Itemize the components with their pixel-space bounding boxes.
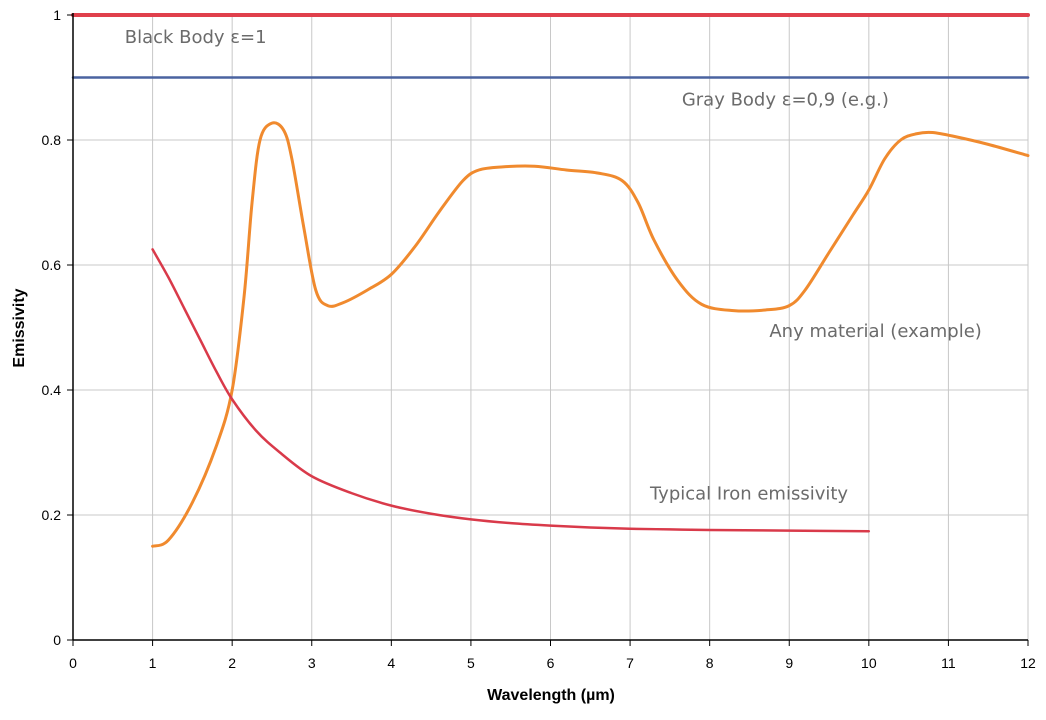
- x-tick-label: 9: [785, 655, 793, 671]
- y-tick-label: 1: [53, 7, 61, 23]
- x-tick-label: 8: [706, 655, 714, 671]
- x-tick-label: 1: [149, 655, 157, 671]
- x-tick-label: 3: [308, 655, 316, 671]
- x-tick-label: 12: [1020, 655, 1036, 671]
- x-tick-label: 11: [941, 655, 956, 671]
- y-tick-label: 0.6: [42, 257, 62, 273]
- axes: [67, 13, 1029, 646]
- black-body-label: Black Body ε=1: [125, 27, 267, 48]
- x-tick-label: 2: [228, 655, 236, 671]
- x-tick-label: 0: [69, 655, 77, 671]
- iron-emissivity-label: Typical Iron emissivity: [649, 483, 848, 504]
- x-tick-label: 7: [626, 655, 634, 671]
- x-tick-label: 5: [467, 655, 475, 671]
- y-axis-title: Emissivity: [11, 288, 28, 367]
- gray-body-label: Gray Body ε=0,9 (e.g.): [682, 90, 889, 111]
- y-tick-label: 0.2: [42, 507, 62, 523]
- any-material-line: [151, 121, 1030, 548]
- x-axis-title: Wavelength (µm): [487, 687, 615, 704]
- y-tick-label: 0.8: [42, 132, 62, 148]
- any-material-label: Any material (example): [769, 321, 981, 342]
- annotations: Black Body ε=1 Gray Body ε=0,9 (e.g.) Any …: [125, 27, 982, 504]
- y-tick-label: 0.4: [42, 382, 62, 398]
- series-layer: [71, 12, 1030, 548]
- x-tick-label: 4: [387, 655, 395, 671]
- x-tick-label: 6: [547, 655, 555, 671]
- y-tick-label: 0: [53, 632, 61, 648]
- iron-emissivity-line: [151, 248, 871, 533]
- x-tick-label: 10: [861, 655, 877, 671]
